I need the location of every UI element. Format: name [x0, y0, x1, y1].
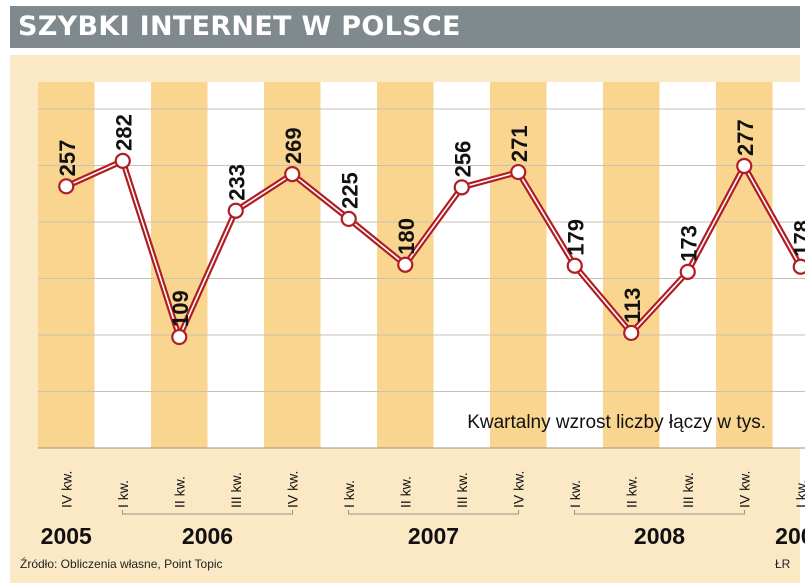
quarter-tick-label: I kw.: [341, 480, 357, 508]
quarter-tick-label: IV kw.: [58, 471, 74, 508]
year-bracket: [122, 510, 293, 515]
data-label: 257: [55, 140, 80, 177]
data-label: 282: [112, 114, 137, 151]
data-label: 109: [168, 290, 193, 327]
quarter-tick-label: I kw.: [567, 480, 583, 508]
quarter-tick-label: II kw.: [397, 476, 413, 508]
chart-annotation: Kwartalny wzrost liczby łączy w tys.: [467, 412, 766, 433]
year-label: 2009: [775, 523, 805, 549]
data-point: [623, 324, 640, 342]
data-point: [453, 179, 470, 196]
quarter-tick-label: IV kw.: [284, 471, 300, 508]
grid-group: [38, 108, 805, 449]
data-point: [171, 328, 188, 346]
year-bracket: [574, 510, 745, 515]
year-label: 2007: [408, 523, 459, 549]
chart-title: SZYBKI INTERNET W POLSCE: [18, 11, 461, 42]
data-label: 113: [620, 287, 645, 323]
data-point: [736, 157, 753, 175]
stripe-column: [433, 82, 491, 448]
quarter-tick-label: III kw.: [228, 472, 244, 508]
data-label: 269: [281, 127, 306, 164]
data-label: 256: [451, 141, 476, 178]
data-label: 173: [677, 225, 702, 262]
data-point: [397, 256, 414, 273]
title-bar: SZYBKI INTERNET W POLSCE: [10, 6, 800, 48]
data-label: 225: [338, 172, 363, 209]
data-point: [114, 152, 131, 169]
quarter-tick-label: I kw.: [115, 480, 131, 508]
year-label: 2008: [634, 523, 685, 549]
year-bracket: [348, 510, 519, 515]
quarter-tick-label: IV kw.: [736, 471, 752, 508]
data-label: 180: [394, 218, 419, 255]
stripe-column: [264, 82, 321, 448]
data-point: [227, 202, 244, 219]
stripe-column: [320, 82, 378, 448]
quarter-tick-label: II kw.: [623, 476, 639, 508]
stripe-column: [38, 82, 95, 448]
stripe-column: [603, 82, 660, 448]
year-label: 2006: [182, 523, 233, 549]
data-point: [792, 258, 805, 275]
data-point: [510, 163, 527, 181]
data-label: 179: [564, 219, 589, 256]
source-note: Źródło: Obliczenia własne, Point Topic: [20, 557, 223, 571]
stripe-column: [716, 82, 773, 448]
data-label: 178: [790, 220, 805, 257]
stripe-column: [94, 82, 152, 448]
stripes-group: [38, 82, 805, 448]
stripe-column: [207, 82, 265, 448]
author-initials: ŁR: [775, 557, 791, 571]
quarter-tick-label: IV kw.: [510, 471, 526, 508]
stripe-column: [490, 82, 547, 448]
year-label: 2005: [41, 523, 92, 549]
data-point: [58, 178, 75, 195]
data-point: [340, 210, 357, 228]
data-label: 233: [225, 164, 250, 201]
quarter-tick-label: I kw.: [793, 480, 805, 508]
quarter-tick-label: II kw.: [171, 476, 187, 508]
data-label: 277: [733, 119, 758, 156]
data-label: 271: [507, 125, 532, 162]
quarter-tick-label: III kw.: [680, 472, 696, 508]
data-point: [566, 257, 583, 274]
series-line-inner: [65, 160, 802, 338]
stripe-column: [151, 82, 208, 448]
data-point: [679, 263, 696, 280]
data-point: [284, 166, 301, 183]
quarter-tick-label: III kw.: [454, 472, 470, 508]
